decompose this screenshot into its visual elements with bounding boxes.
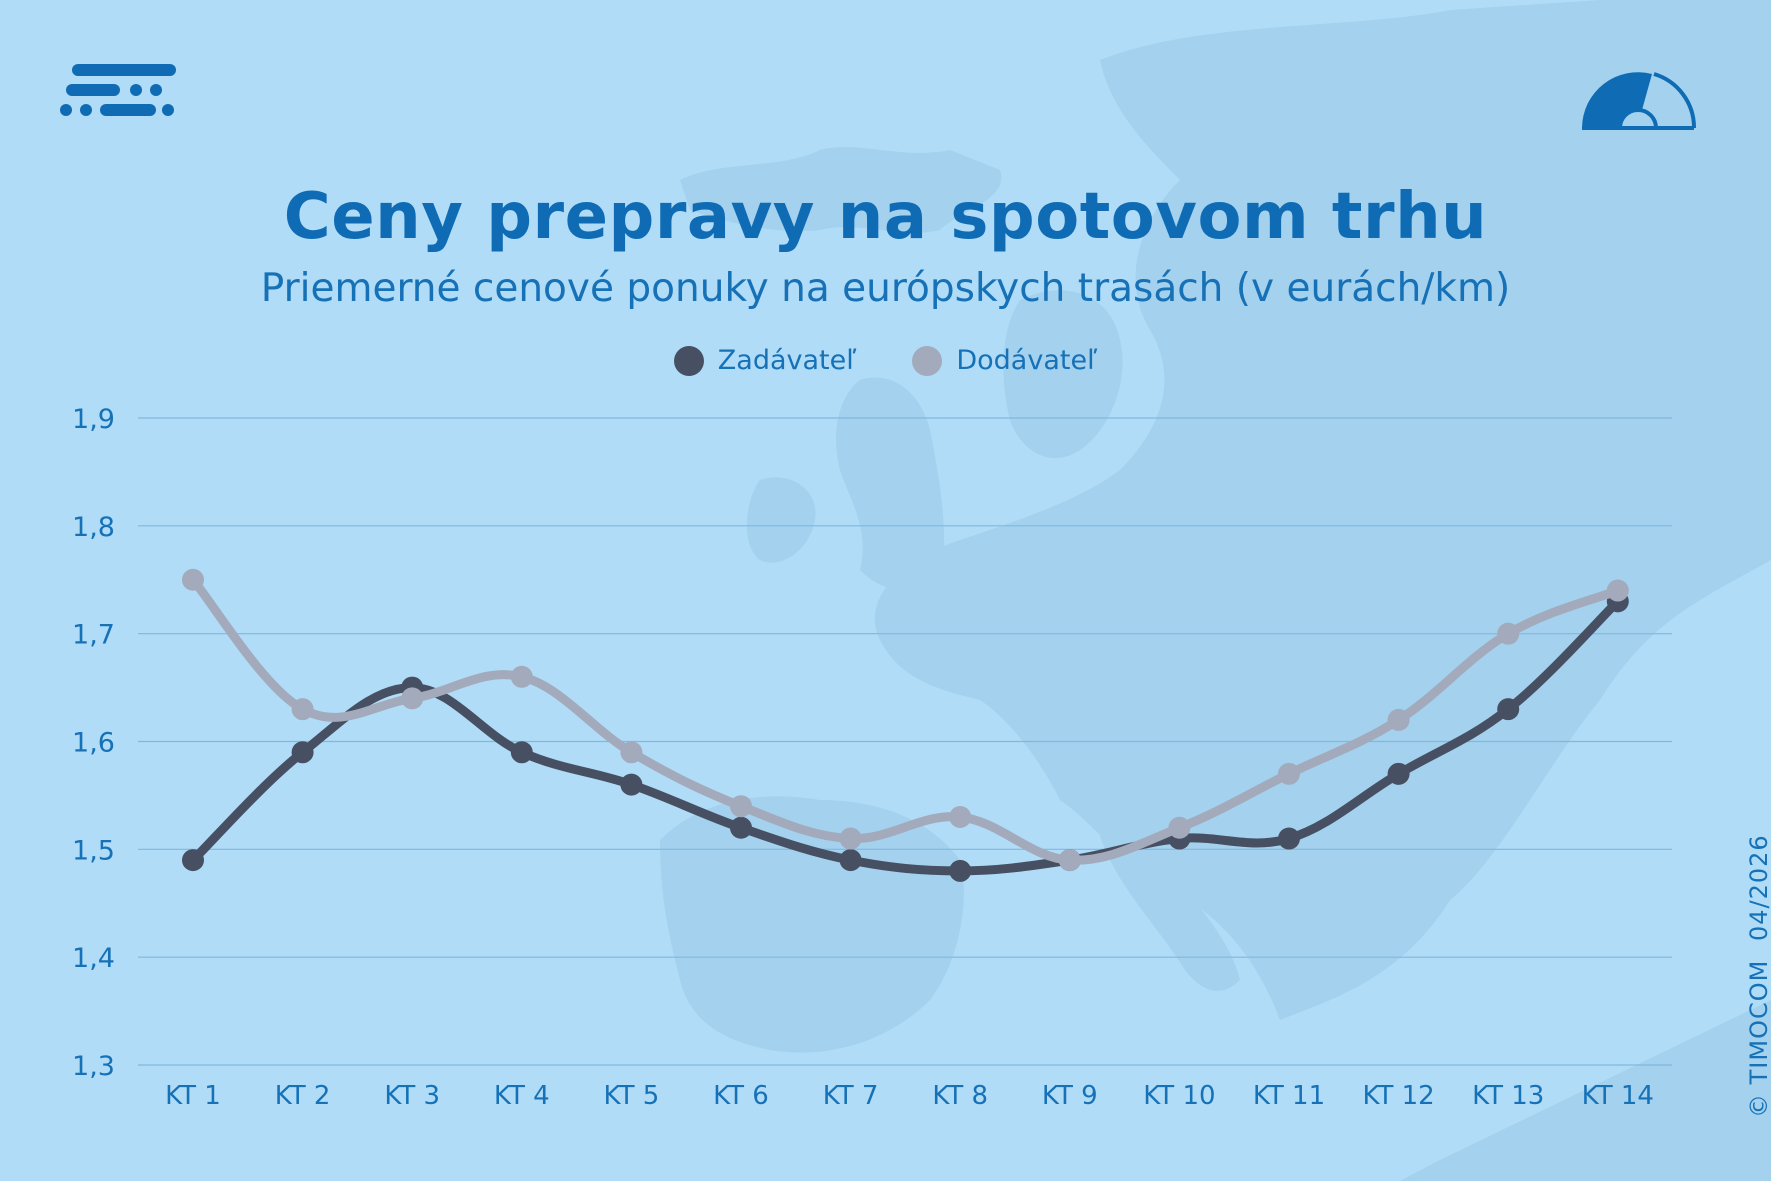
x-tick-label: KT 1 bbox=[165, 1081, 221, 1111]
data-point-1 bbox=[1387, 708, 1410, 731]
chart-title: Ceny prepravy na spotovom trhu bbox=[283, 180, 1488, 254]
data-point-1 bbox=[839, 827, 862, 850]
data-point-1 bbox=[730, 795, 752, 818]
y-tick-label: 1,7 bbox=[72, 620, 115, 651]
data-point-0 bbox=[291, 741, 314, 764]
data-point-1 bbox=[1168, 816, 1191, 839]
gauge-icon bbox=[1582, 72, 1696, 130]
data-point-0 bbox=[1387, 762, 1410, 785]
x-tick-label: KT 5 bbox=[604, 1081, 660, 1111]
x-tick-label: KT 9 bbox=[1042, 1081, 1098, 1111]
legend: Zadávateľ Dodávateľ bbox=[0, 345, 1771, 376]
legend-label-dodavatel: Dodávateľ bbox=[956, 345, 1098, 376]
legend-item-zadavatel: Zadávateľ bbox=[673, 345, 857, 376]
x-tick-label: KT 7 bbox=[823, 1081, 879, 1111]
data-point-0 bbox=[510, 741, 533, 764]
data-point-1 bbox=[291, 698, 314, 721]
data-point-0 bbox=[949, 859, 972, 882]
data-point-1 bbox=[510, 665, 533, 688]
y-tick-label: 1,8 bbox=[72, 512, 115, 543]
x-tick-label: KT 13 bbox=[1472, 1081, 1544, 1111]
x-tick-label: KT 4 bbox=[494, 1081, 550, 1111]
legend-marker-dodavatel bbox=[912, 345, 943, 376]
legend-item-dodavatel: Dodávateľ bbox=[912, 345, 1097, 376]
credit-date: 04/2026 bbox=[1745, 834, 1771, 942]
data-point-0 bbox=[620, 773, 643, 796]
data-point-1 bbox=[1497, 622, 1520, 645]
data-point-0 bbox=[182, 849, 204, 872]
data-point-1 bbox=[182, 568, 204, 591]
data-point-0 bbox=[1497, 698, 1520, 721]
x-tick-label: KT 11 bbox=[1253, 1081, 1325, 1111]
y-tick-label: 1,9 bbox=[72, 404, 115, 435]
copyright-text: © TIMOCOM bbox=[1745, 959, 1771, 1118]
x-tick-label: KT 2 bbox=[275, 1081, 331, 1111]
legend-label-zadavatel: Zadávateľ bbox=[717, 345, 857, 376]
y-tick-label: 1,6 bbox=[72, 728, 115, 759]
y-tick-label: 1,5 bbox=[72, 835, 115, 866]
data-point-0 bbox=[730, 816, 752, 839]
data-point-1 bbox=[401, 687, 424, 710]
x-tick-label: KT 12 bbox=[1362, 1081, 1434, 1111]
data-point-0 bbox=[1278, 827, 1300, 850]
data-point-1 bbox=[1058, 849, 1081, 872]
data-point-1 bbox=[1606, 579, 1629, 602]
x-tick-label: KT 14 bbox=[1582, 1081, 1654, 1111]
x-tick-label: KT 3 bbox=[384, 1081, 440, 1111]
y-tick-label: 1,4 bbox=[72, 943, 115, 974]
y-tick-label: 1,3 bbox=[72, 1051, 115, 1082]
chart-subtitle: Priemerné cenové ponuky na európskych tr… bbox=[260, 266, 1511, 311]
data-point-1 bbox=[949, 805, 972, 828]
copyright-credit: © TIMOCOM 04/2026 bbox=[1745, 824, 1771, 1118]
x-tick-label: KT 8 bbox=[932, 1081, 988, 1111]
legend-marker-zadavatel bbox=[673, 345, 704, 376]
x-tick-label: KT 6 bbox=[713, 1081, 769, 1111]
brand-logo-icon bbox=[60, 64, 176, 116]
data-point-0 bbox=[839, 849, 862, 872]
data-point-1 bbox=[1278, 762, 1300, 785]
x-tick-label: KT 10 bbox=[1143, 1081, 1215, 1111]
data-point-1 bbox=[620, 741, 643, 764]
